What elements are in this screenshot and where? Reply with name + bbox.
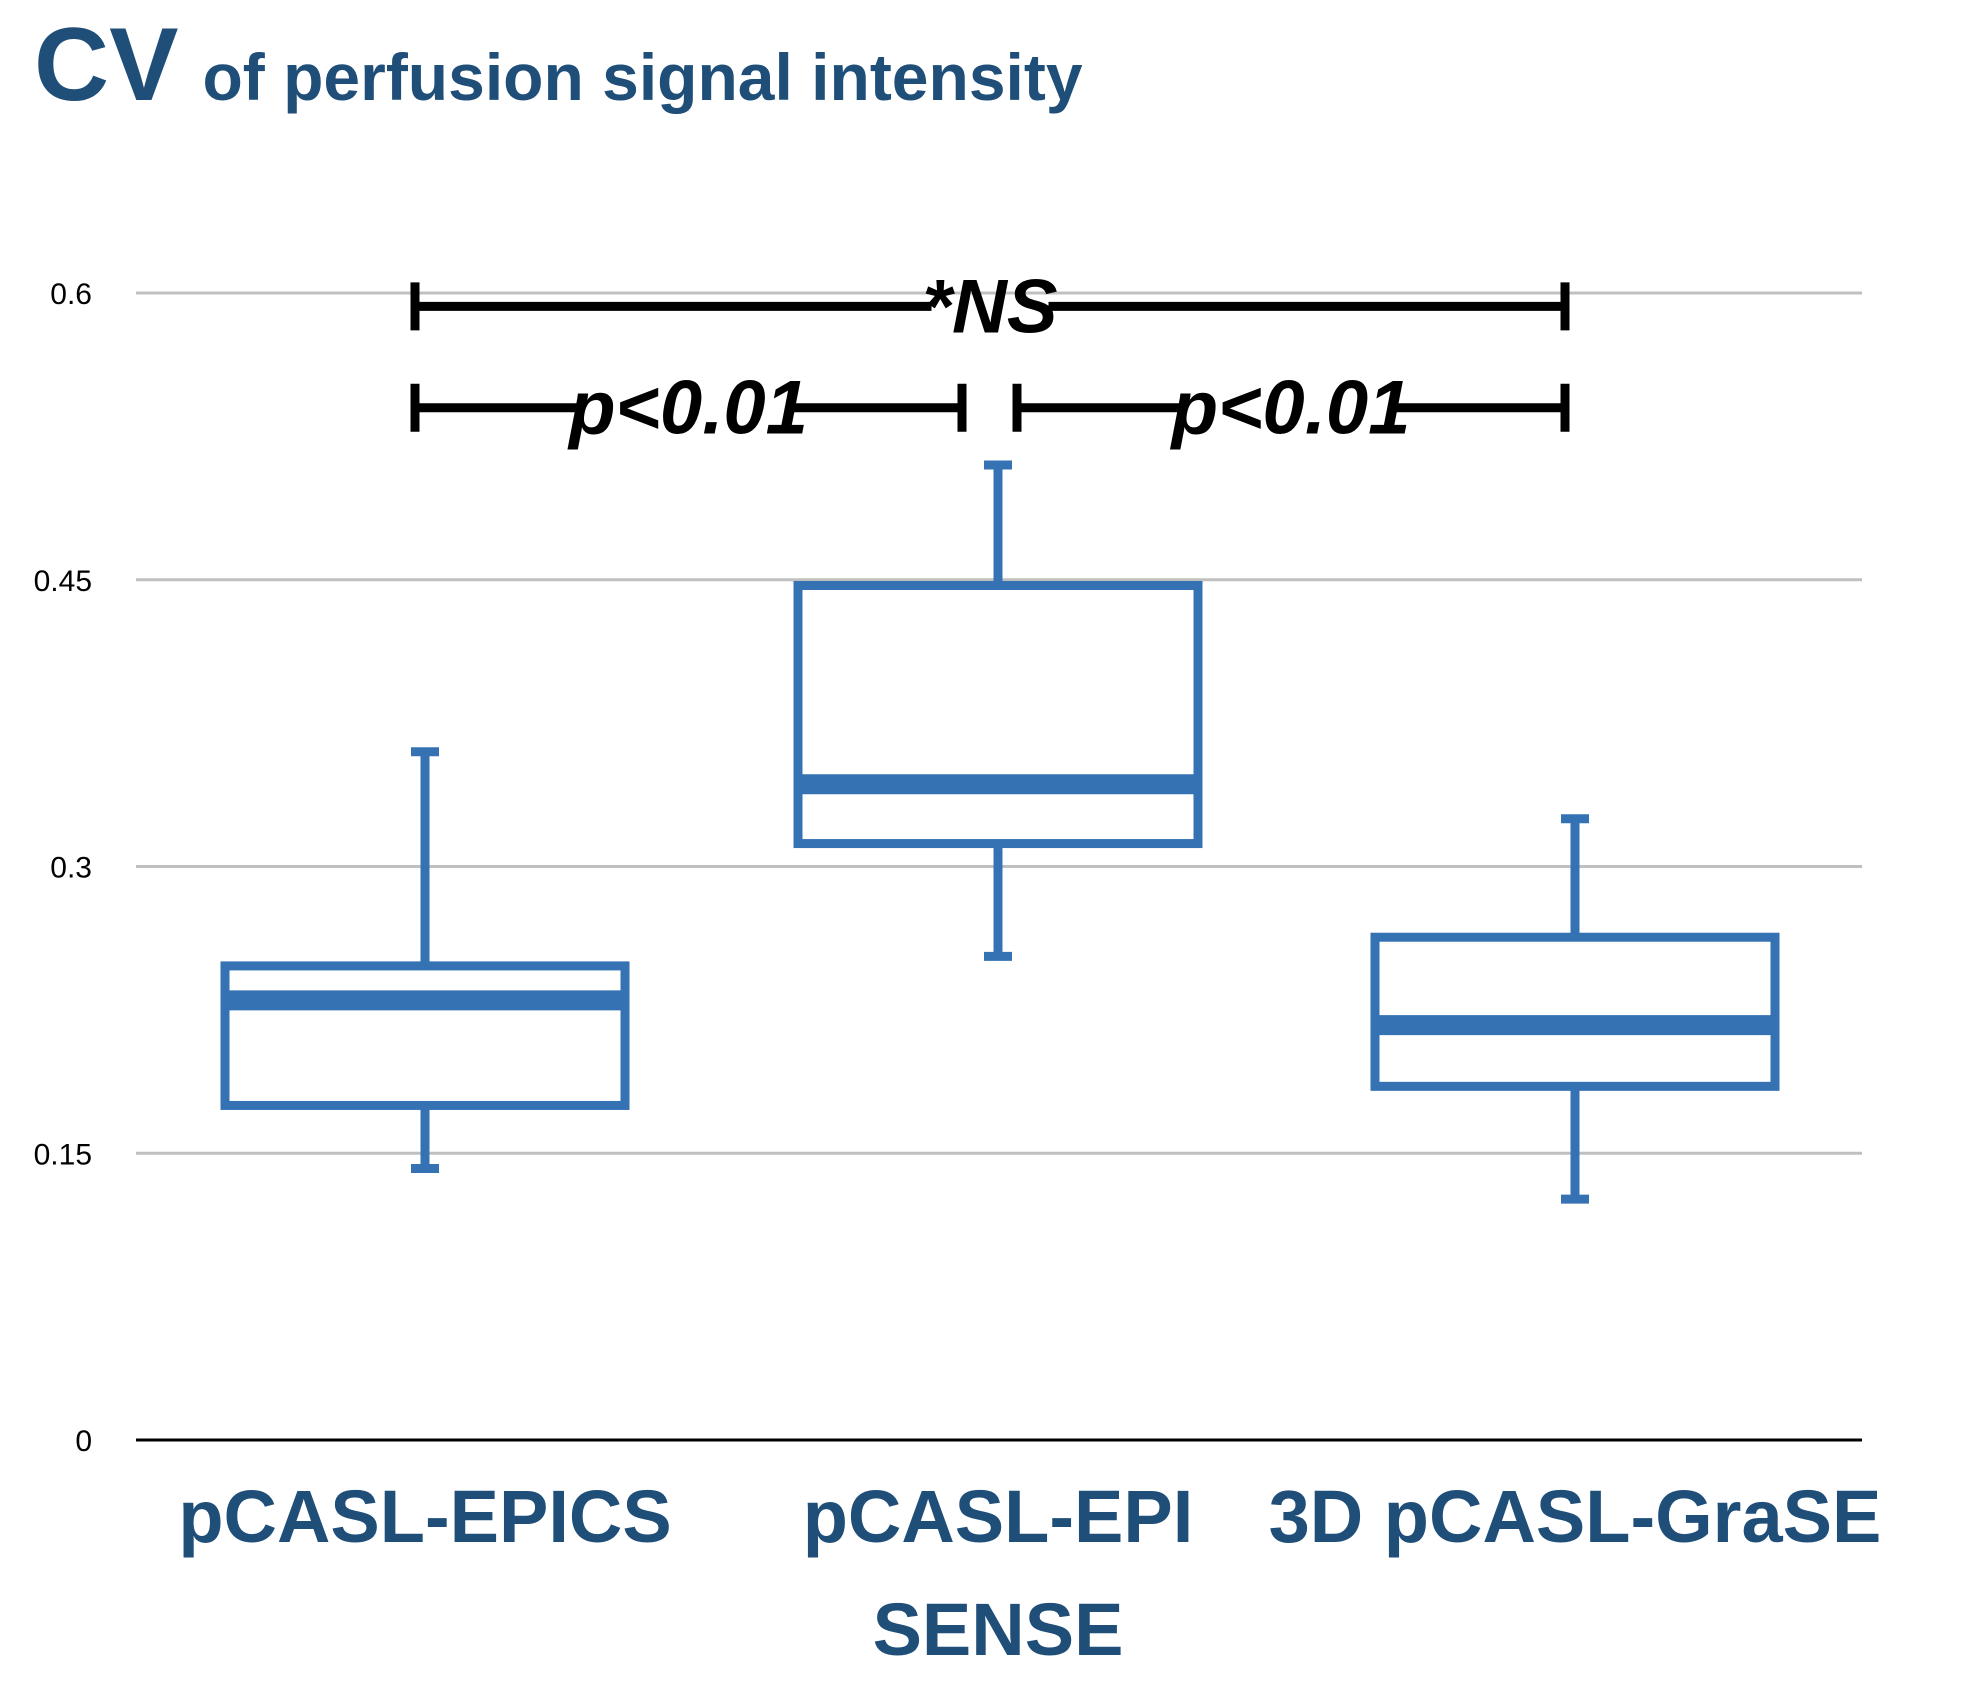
significance-label: *NS xyxy=(922,264,1057,349)
significance-label: p<0.01 xyxy=(1170,366,1411,451)
significance-bracket: *NS xyxy=(410,264,1570,349)
box-iqr xyxy=(220,961,630,1110)
box-iqr xyxy=(793,580,1203,849)
box-iqr xyxy=(1370,932,1780,1091)
significance-bracket: p<0.01 xyxy=(1012,366,1570,451)
significance-label: p<0.01 xyxy=(567,366,808,451)
x-axis-categories: pCASL-EPICS pCASL-EPI SENSE 3D pCASL-GraSE xyxy=(178,1475,1881,1671)
box-group xyxy=(220,747,630,1174)
x-category-label: pCASL-EPICS xyxy=(178,1475,671,1558)
y-tick-label: 0.3 xyxy=(50,852,92,885)
x-category-label: 3D pCASL-GraSE xyxy=(1269,1475,1882,1558)
y-axis-ticks: 0 0.15 0.3 0.45 0.6 xyxy=(34,278,92,1458)
chart-title-sub: of perfusion signal intensity xyxy=(202,40,1082,114)
y-tick-label: 0.45 xyxy=(34,565,92,598)
x-category-label: pCASL-EPI xyxy=(803,1475,1194,1558)
box-group xyxy=(793,460,1203,961)
box-group xyxy=(1370,814,1780,1204)
y-tick-label: 0 xyxy=(75,1425,92,1458)
chart-title-main: CV xyxy=(34,7,178,123)
significance-annotations: *NS p<0.01 p<0.01 xyxy=(410,264,1570,451)
y-tick-label: 0.15 xyxy=(34,1138,92,1171)
significance-bracket: p<0.01 xyxy=(410,366,967,451)
boxes xyxy=(220,460,1780,1204)
chart-title: CV of perfusion signal intensity xyxy=(34,7,1083,123)
x-category-label: SENSE xyxy=(873,1588,1124,1671)
y-tick-label: 0.6 xyxy=(50,278,92,311)
